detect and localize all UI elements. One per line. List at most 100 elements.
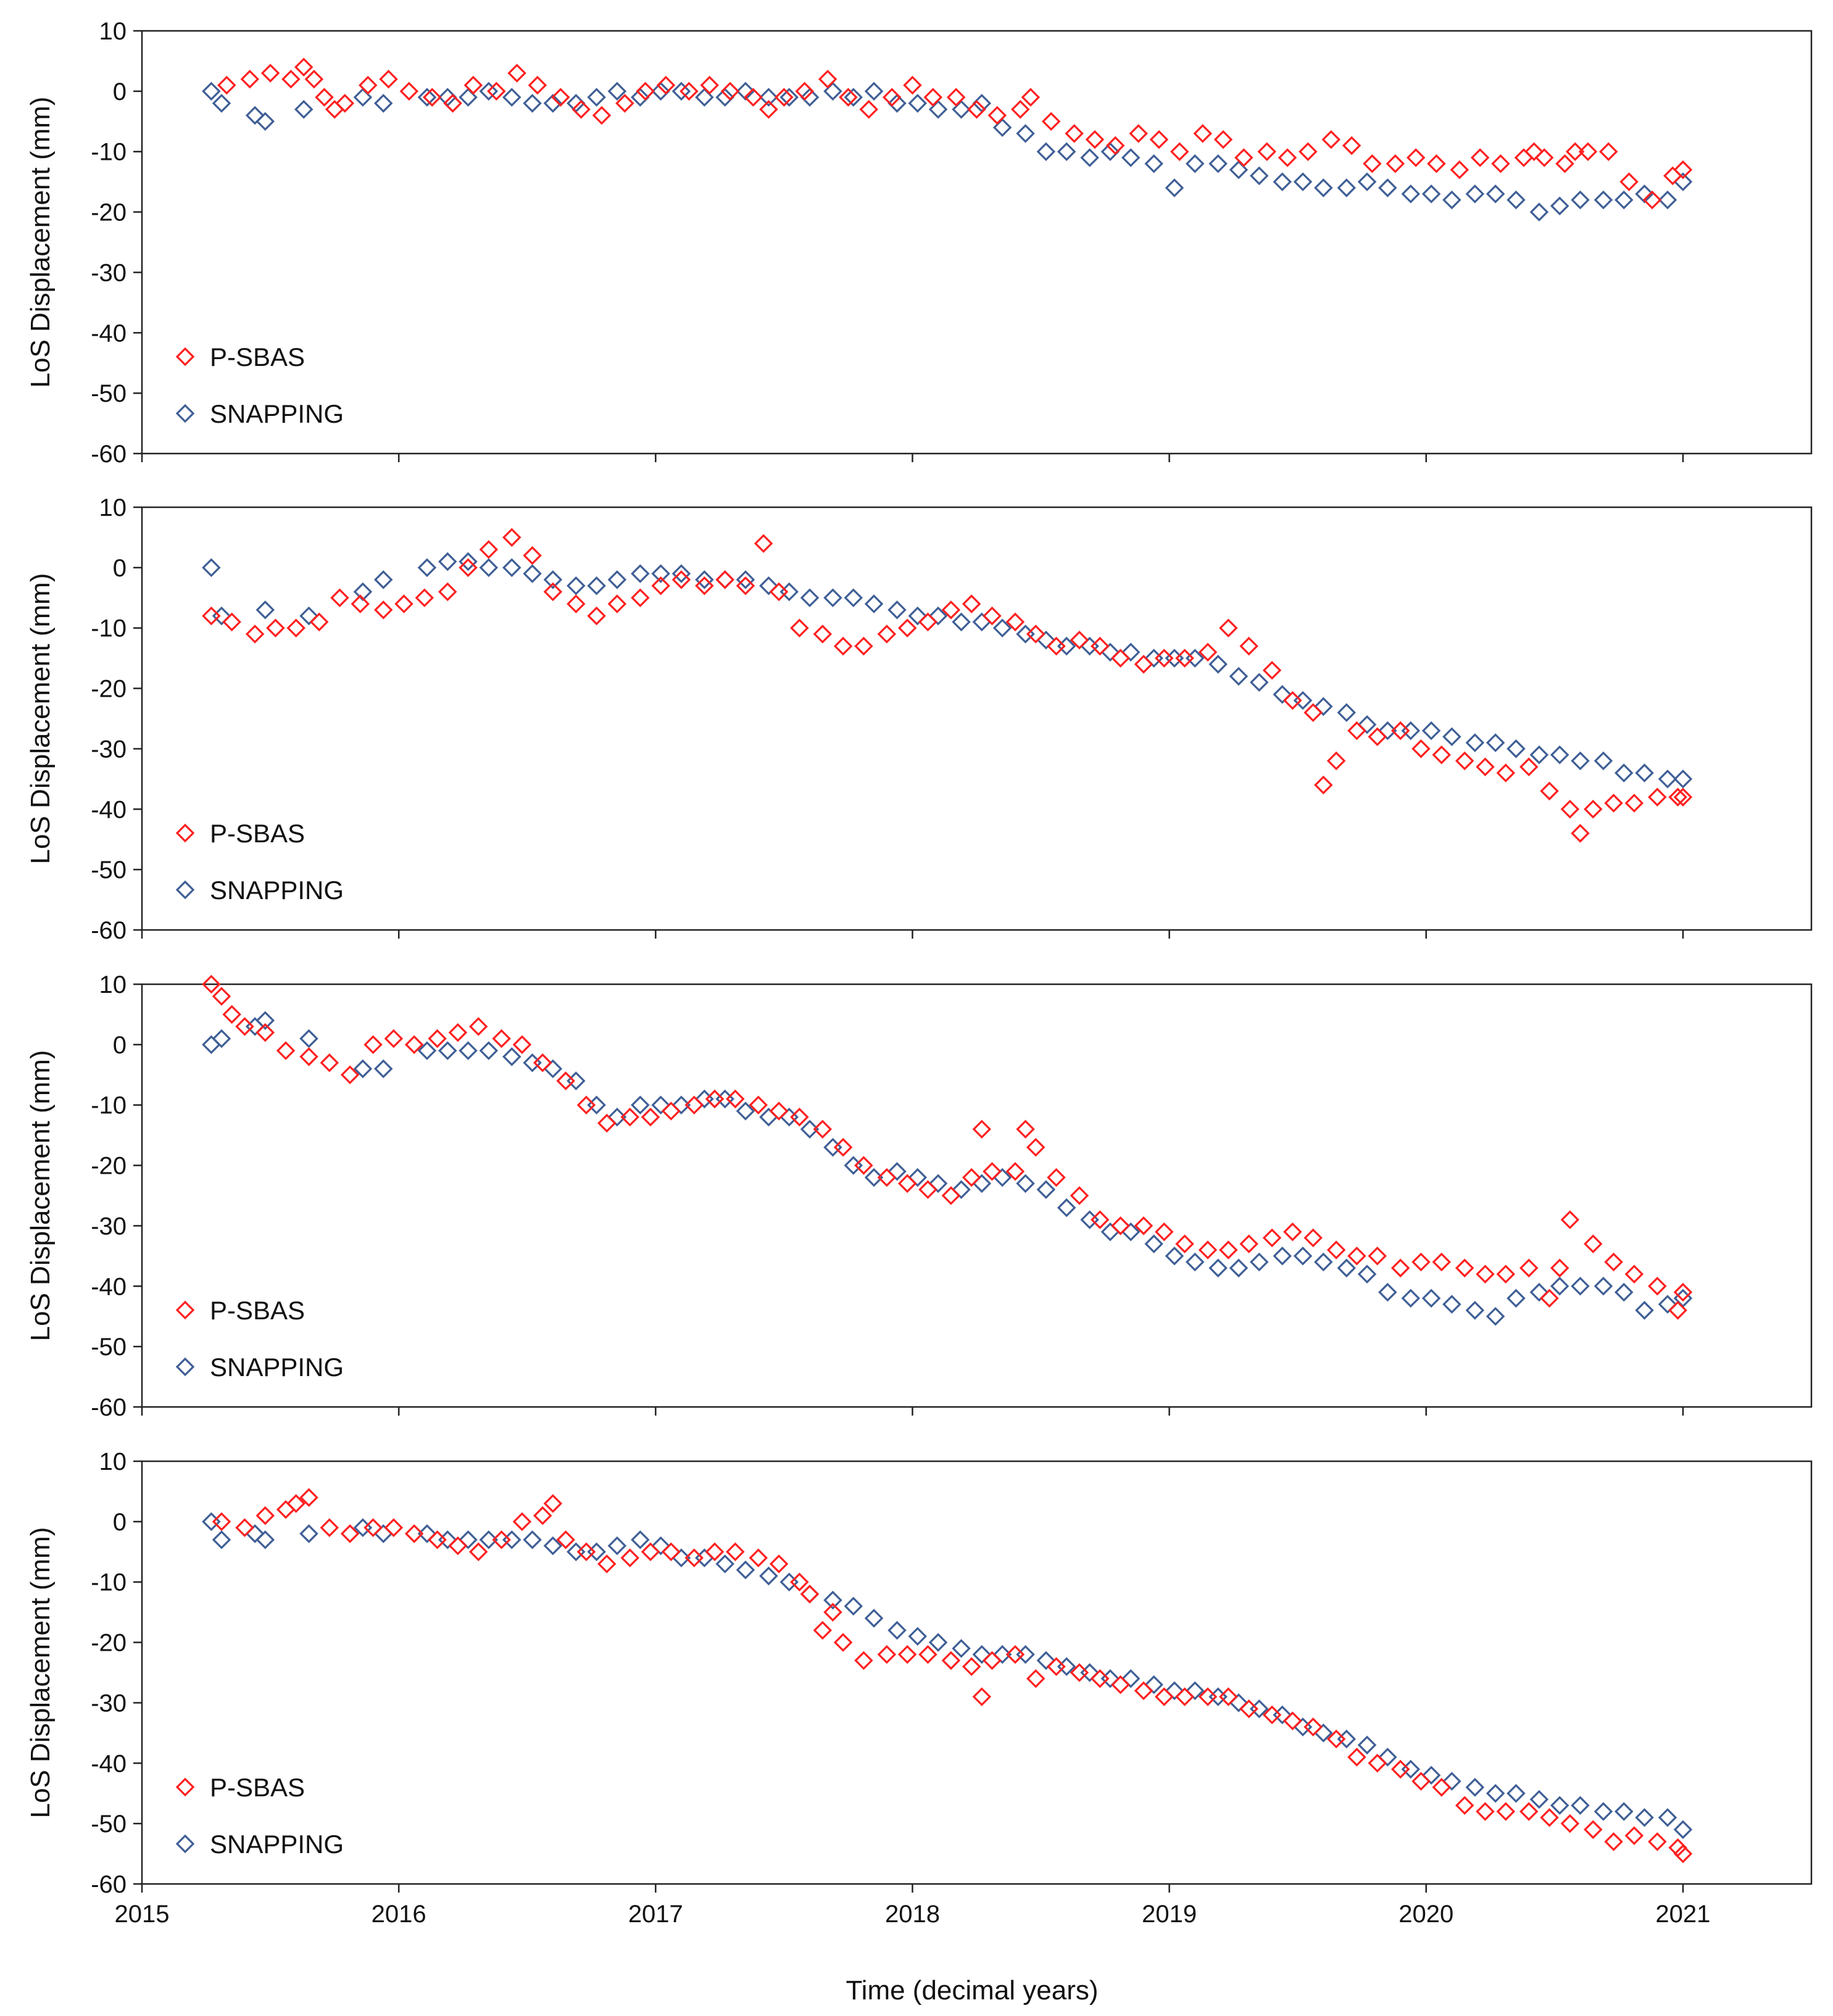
data-point <box>245 624 265 644</box>
data-point <box>1170 142 1189 161</box>
data-point <box>1144 1234 1163 1254</box>
data-point <box>813 624 833 644</box>
data-point <box>1165 178 1184 197</box>
y-tick-label: -60 <box>91 1394 127 1421</box>
data-point <box>448 1023 468 1042</box>
data-point <box>1165 1247 1184 1266</box>
data-point <box>1486 1783 1505 1803</box>
data-point <box>404 1035 424 1055</box>
data-point <box>1594 1802 1613 1821</box>
data-point <box>864 81 884 101</box>
data-point <box>1144 154 1163 173</box>
data-point <box>373 94 393 113</box>
data-point <box>908 1627 928 1646</box>
y-tick-label: -50 <box>91 857 127 884</box>
data-point <box>1406 148 1426 167</box>
data-point <box>1016 1174 1035 1193</box>
y-tick-label: -30 <box>91 1690 127 1717</box>
data-point <box>1239 1699 1258 1719</box>
data-point <box>1047 1168 1066 1187</box>
data-point <box>543 94 563 113</box>
data-point <box>1673 160 1693 180</box>
data-point <box>340 1524 360 1543</box>
data-point <box>523 564 542 583</box>
y-tick-label: 0 <box>113 1509 127 1536</box>
legend-label: SNAPPING <box>210 1353 344 1382</box>
data-point <box>1594 1277 1613 1296</box>
data-point <box>202 606 221 626</box>
data-point <box>373 570 393 589</box>
data-point <box>576 1542 596 1562</box>
data-point <box>844 1596 863 1616</box>
data-point <box>1047 1657 1066 1676</box>
data-point <box>543 1536 563 1556</box>
data-point <box>1668 1301 1687 1320</box>
data-point <box>759 1566 778 1586</box>
data-point <box>1005 612 1025 632</box>
data-point <box>235 1017 254 1036</box>
data-point <box>972 1645 992 1664</box>
data-point <box>1455 1796 1474 1815</box>
plot-frame <box>141 983 1813 1408</box>
data-point <box>1658 1808 1677 1827</box>
data-point <box>1219 1687 1238 1706</box>
data-point <box>286 1494 306 1513</box>
data-point <box>1198 1687 1218 1706</box>
data-point <box>438 552 457 571</box>
data-point <box>373 600 393 620</box>
data-point <box>800 1585 820 1604</box>
data-point <box>1584 1820 1603 1840</box>
data-point <box>823 1590 842 1610</box>
data-point <box>928 1174 948 1193</box>
data-point <box>631 564 650 583</box>
data-point <box>1121 148 1141 167</box>
legend: P-SBAS SNAPPING <box>175 1773 344 1859</box>
data-point <box>587 606 606 626</box>
data-point <box>1213 130 1233 149</box>
data-point <box>276 1041 296 1060</box>
data-point <box>775 88 794 107</box>
y-tick-label: -20 <box>91 199 127 226</box>
data-point <box>1080 148 1099 167</box>
data-point <box>1668 787 1687 807</box>
data-point <box>1571 1277 1590 1296</box>
data-point <box>1070 1186 1089 1205</box>
data-point <box>705 1542 725 1562</box>
data-point <box>749 1095 768 1114</box>
data-point <box>1283 1711 1302 1731</box>
data-point <box>1571 1796 1590 1815</box>
legend: P-SBAS SNAPPING <box>175 1296 344 1382</box>
data-point <box>1571 824 1590 843</box>
data-point <box>379 70 398 89</box>
data-point <box>1134 1681 1153 1701</box>
data-point <box>1314 1252 1333 1272</box>
data-point <box>1337 178 1357 197</box>
data-point <box>428 1530 447 1549</box>
data-point <box>631 1530 650 1549</box>
data-point <box>1540 1808 1559 1827</box>
data-point <box>897 618 917 637</box>
data-point <box>1524 142 1544 161</box>
data-point <box>651 576 670 595</box>
data-point <box>523 1530 542 1549</box>
data-point <box>607 1536 627 1556</box>
data-point <box>736 1560 755 1580</box>
data-point <box>1250 166 1269 186</box>
data-point <box>790 618 809 637</box>
data-point <box>651 564 670 583</box>
data-point <box>615 94 634 113</box>
data-point <box>1134 655 1153 674</box>
data-point <box>641 1108 660 1127</box>
y-tick-label: -40 <box>91 1750 127 1777</box>
data-point <box>1208 154 1228 173</box>
legend-marker <box>175 1834 195 1854</box>
data-point <box>353 582 373 602</box>
data-point <box>726 1089 745 1109</box>
data-point <box>1273 685 1292 704</box>
data-point <box>567 594 586 613</box>
data-point <box>1540 781 1559 801</box>
data-point <box>1465 733 1485 752</box>
data-point <box>1442 727 1461 747</box>
data-point <box>245 106 265 125</box>
